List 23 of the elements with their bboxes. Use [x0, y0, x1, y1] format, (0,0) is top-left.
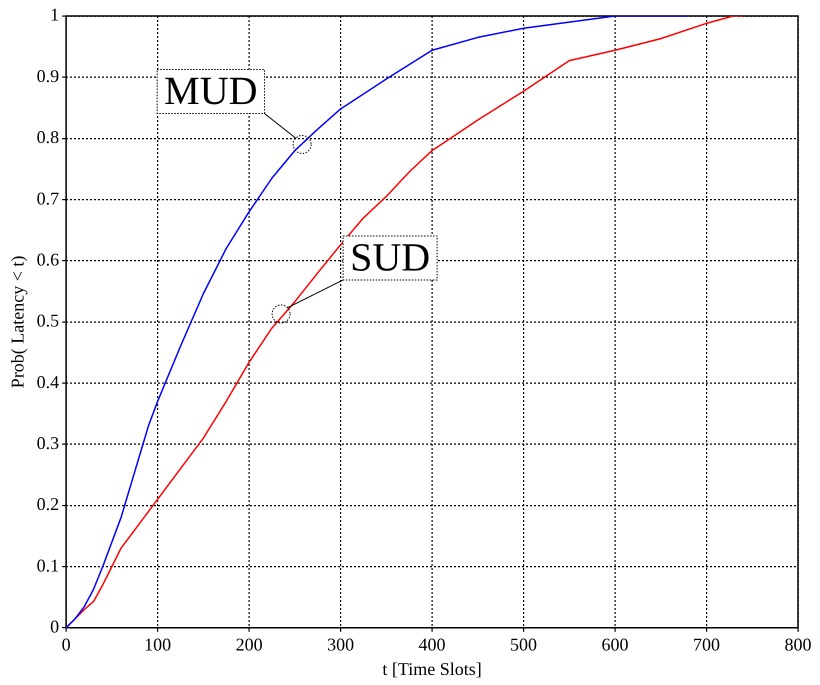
- y-tick-label: 0.4: [36, 372, 60, 392]
- annotation: MUD: [164, 68, 258, 113]
- x-tick-label: 800: [784, 634, 812, 654]
- y-tick-label: 1: [50, 4, 60, 25]
- x-tick-label: 500: [510, 634, 538, 654]
- y-tick-label: 0.7: [36, 188, 60, 208]
- x-axis-title: t [Time Slots]: [382, 658, 482, 679]
- y-tick-label: 0.9: [36, 66, 60, 86]
- x-tick-label: 400: [418, 634, 446, 654]
- y-tick-label: 0: [50, 616, 60, 637]
- y-tick-label: 0.5: [36, 310, 60, 331]
- x-tick-label: 100: [144, 634, 172, 654]
- annotation: SUD: [350, 234, 430, 280]
- y-axis-title: Prob( Latency < t): [8, 256, 28, 388]
- x-tick-label: 700: [693, 634, 720, 654]
- y-tick-label: 0.8: [36, 127, 60, 148]
- x-tick-label: 200: [236, 634, 263, 654]
- y-tick-label: 0.3: [36, 432, 60, 453]
- y-tick-label: 0.1: [36, 555, 60, 576]
- y-tick-label: 0.6: [36, 249, 60, 270]
- x-tick-label: 600: [602, 634, 629, 654]
- x-tick-label: 300: [327, 634, 354, 654]
- y-tick-label: 0.2: [36, 494, 60, 514]
